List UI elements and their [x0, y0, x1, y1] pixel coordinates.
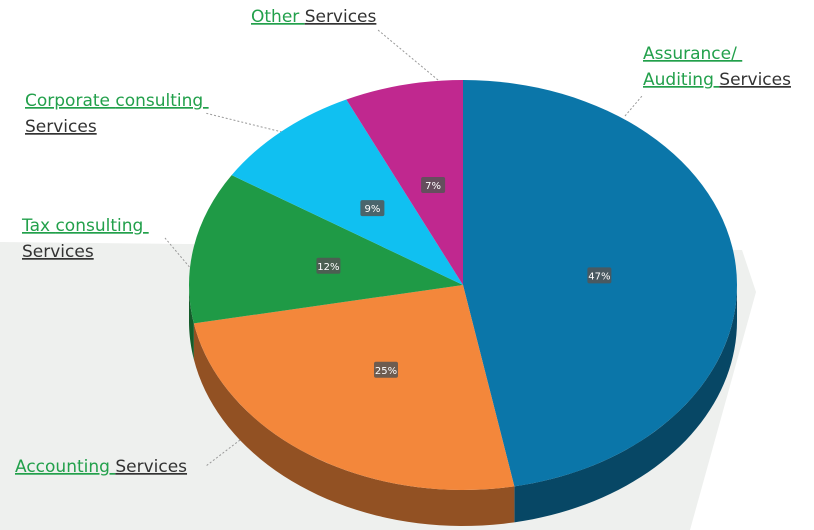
category-label-part: Tax: [21, 216, 55, 236]
category-label-part: consulting: [55, 216, 148, 236]
slice: [193, 285, 515, 490]
leader-lines: [164, 29, 643, 467]
value-label: 12%: [317, 262, 339, 273]
value-label: 25%: [375, 366, 397, 377]
slice: [231, 99, 463, 285]
slice: [346, 80, 463, 285]
category-label-part: Services: [115, 457, 187, 477]
category-label-part: Services: [305, 7, 377, 27]
value-labels: 47% 25% 12% 9% 7%: [316, 176, 612, 378]
value-label: 47%: [588, 271, 610, 282]
value-label-box: 12%: [316, 257, 341, 274]
leader-line: [204, 112, 283, 133]
value-label-bg: [316, 257, 341, 274]
value-label-bg: [587, 267, 612, 284]
value-label-box: 7%: [421, 176, 446, 193]
category-label: Other Services: [251, 7, 377, 27]
value-label-box: 47%: [587, 267, 612, 284]
value-label-bg: [373, 361, 398, 378]
category-label-part: Services: [25, 117, 97, 137]
slice-side: [189, 285, 194, 360]
category-label-part: Services: [719, 70, 791, 90]
slice: [188, 175, 463, 324]
value-label-box: 9%: [360, 200, 385, 217]
category-label: Tax consulting Services: [21, 216, 149, 262]
category-label-part: Accounting: [15, 457, 115, 477]
leader-line: [377, 29, 439, 81]
value-label-box: 25%: [373, 361, 398, 378]
slice-side: [193, 323, 515, 526]
value-label: 9%: [364, 204, 380, 215]
slice-side: [514, 285, 737, 523]
category-label-part: Assurance/: [643, 44, 742, 64]
leader-line: [205, 439, 241, 467]
category-label: Assurance/ Auditing Services: [643, 44, 791, 90]
category-label: Corporate consulting Services: [25, 91, 209, 137]
pie-tops: [188, 80, 738, 490]
value-label-bg: [421, 176, 446, 193]
value-label-bg: [360, 200, 385, 217]
category-label-part: Corporate: [25, 91, 115, 111]
category-label: Accounting Services: [15, 457, 187, 477]
category-label-part: Services: [22, 242, 94, 262]
category-label-part: Other: [251, 7, 305, 27]
leader-line: [624, 95, 643, 117]
value-label: 7%: [425, 181, 441, 192]
leader-line: [164, 237, 193, 271]
category-label-part: Auditing: [643, 70, 719, 90]
category-label-part: consulting: [115, 91, 208, 111]
pie-sides: [189, 285, 737, 526]
